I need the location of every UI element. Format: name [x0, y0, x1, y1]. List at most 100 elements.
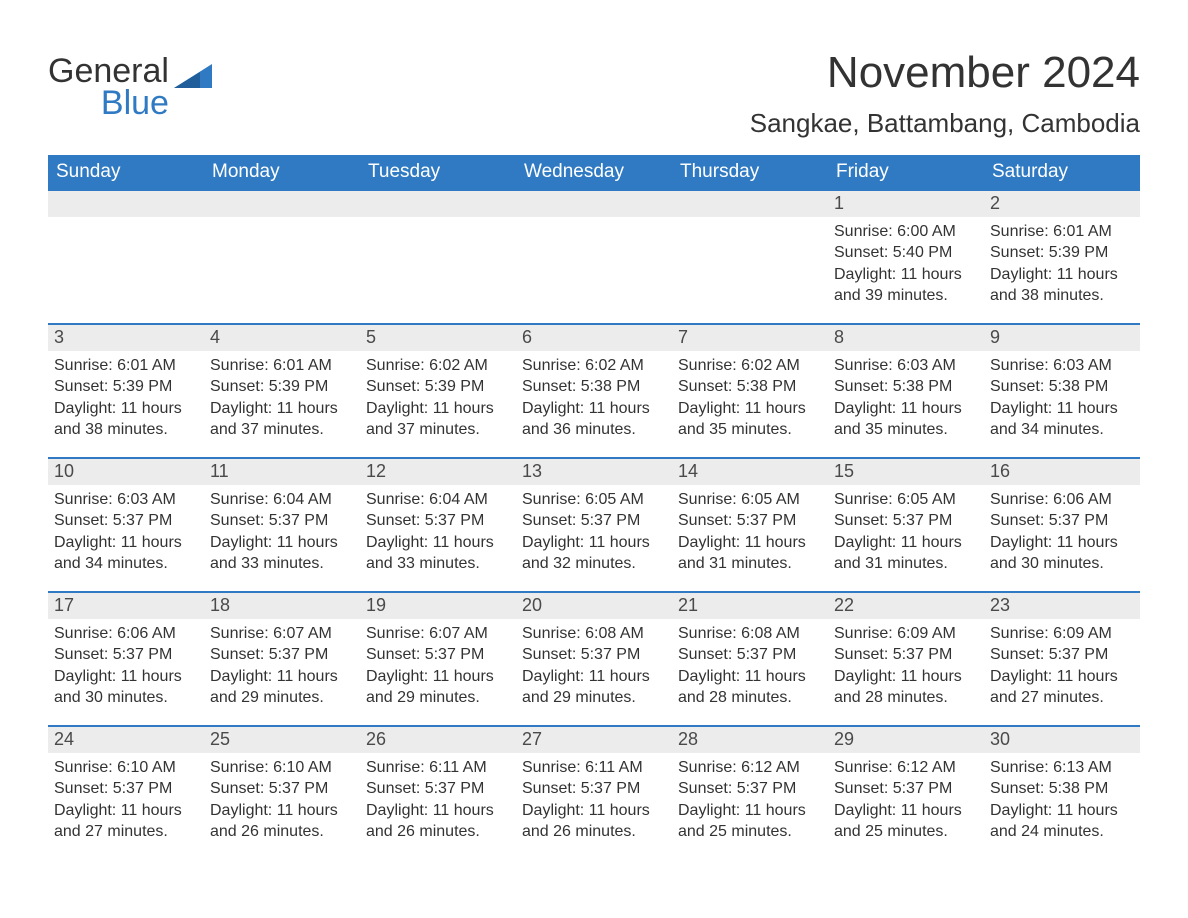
daylight-text: Daylight: 11 hours and 39 minutes.: [834, 264, 978, 307]
day-body: Sunrise: 6:08 AMSunset: 5:37 PMDaylight:…: [672, 619, 828, 715]
sunset-text: Sunset: 5:37 PM: [522, 778, 666, 800]
day-cell: 26Sunrise: 6:11 AMSunset: 5:37 PMDayligh…: [360, 726, 516, 860]
day-number: 24: [48, 727, 204, 753]
daylight-text: Daylight: 11 hours and 29 minutes.: [522, 666, 666, 709]
sunrise-text: Sunrise: 6:11 AM: [366, 757, 510, 779]
day-number-bar: [360, 191, 516, 217]
day-cell: 18Sunrise: 6:07 AMSunset: 5:37 PMDayligh…: [204, 592, 360, 726]
daylight-text: Daylight: 11 hours and 32 minutes.: [522, 532, 666, 575]
sunrise-text: Sunrise: 6:03 AM: [990, 355, 1134, 377]
logo: General Blue: [48, 48, 215, 123]
sunset-text: Sunset: 5:37 PM: [210, 510, 354, 532]
day-cell: 1Sunrise: 6:00 AMSunset: 5:40 PMDaylight…: [828, 190, 984, 324]
day-cell: 9Sunrise: 6:03 AMSunset: 5:38 PMDaylight…: [984, 324, 1140, 458]
day-number: 8: [828, 325, 984, 351]
day-body: Sunrise: 6:07 AMSunset: 5:37 PMDaylight:…: [204, 619, 360, 715]
day-cell: 3Sunrise: 6:01 AMSunset: 5:39 PMDaylight…: [48, 324, 204, 458]
sunrise-text: Sunrise: 6:05 AM: [834, 489, 978, 511]
day-number: 25: [204, 727, 360, 753]
day-number: 18: [204, 593, 360, 619]
day-number: 21: [672, 593, 828, 619]
week-row: 1Sunrise: 6:00 AMSunset: 5:40 PMDaylight…: [48, 190, 1140, 324]
day-number-bar: [516, 191, 672, 217]
daylight-text: Daylight: 11 hours and 36 minutes.: [522, 398, 666, 441]
sunrise-text: Sunrise: 6:09 AM: [990, 623, 1134, 645]
day-number: 22: [828, 593, 984, 619]
daylight-text: Daylight: 11 hours and 38 minutes.: [990, 264, 1134, 307]
day-cell: 14Sunrise: 6:05 AMSunset: 5:37 PMDayligh…: [672, 458, 828, 592]
day-cell: 13Sunrise: 6:05 AMSunset: 5:37 PMDayligh…: [516, 458, 672, 592]
sunrise-text: Sunrise: 6:09 AM: [834, 623, 978, 645]
sunset-text: Sunset: 5:37 PM: [366, 778, 510, 800]
day-body: Sunrise: 6:11 AMSunset: 5:37 PMDaylight:…: [516, 753, 672, 849]
sunrise-text: Sunrise: 6:04 AM: [210, 489, 354, 511]
day-body: Sunrise: 6:02 AMSunset: 5:38 PMDaylight:…: [516, 351, 672, 447]
day-body: Sunrise: 6:03 AMSunset: 5:38 PMDaylight:…: [984, 351, 1140, 447]
sunrise-text: Sunrise: 6:03 AM: [834, 355, 978, 377]
sunrise-text: Sunrise: 6:08 AM: [522, 623, 666, 645]
sunrise-text: Sunrise: 6:05 AM: [522, 489, 666, 511]
day-cell: 22Sunrise: 6:09 AMSunset: 5:37 PMDayligh…: [828, 592, 984, 726]
daylight-text: Daylight: 11 hours and 25 minutes.: [678, 800, 822, 843]
day-number: 17: [48, 593, 204, 619]
sunset-text: Sunset: 5:38 PM: [522, 376, 666, 398]
sunrise-text: Sunrise: 6:02 AM: [366, 355, 510, 377]
daylight-text: Daylight: 11 hours and 25 minutes.: [834, 800, 978, 843]
sunset-text: Sunset: 5:40 PM: [834, 242, 978, 264]
sunset-text: Sunset: 5:37 PM: [366, 644, 510, 666]
day-cell: 15Sunrise: 6:05 AMSunset: 5:37 PMDayligh…: [828, 458, 984, 592]
daylight-text: Daylight: 11 hours and 28 minutes.: [834, 666, 978, 709]
day-cell: 30Sunrise: 6:13 AMSunset: 5:38 PMDayligh…: [984, 726, 1140, 860]
sunrise-text: Sunrise: 6:02 AM: [678, 355, 822, 377]
day-number-bar: [204, 191, 360, 217]
day-body: Sunrise: 6:12 AMSunset: 5:37 PMDaylight:…: [828, 753, 984, 849]
sunset-text: Sunset: 5:39 PM: [54, 376, 198, 398]
sunset-text: Sunset: 5:38 PM: [990, 778, 1134, 800]
calendar-table: Sunday Monday Tuesday Wednesday Thursday…: [48, 155, 1140, 860]
sunset-text: Sunset: 5:37 PM: [990, 644, 1134, 666]
day-number: 23: [984, 593, 1140, 619]
day-number: 19: [360, 593, 516, 619]
day-number: 2: [984, 191, 1140, 217]
day-body: Sunrise: 6:13 AMSunset: 5:38 PMDaylight:…: [984, 753, 1140, 849]
day-body: Sunrise: 6:11 AMSunset: 5:37 PMDaylight:…: [360, 753, 516, 849]
daylight-text: Daylight: 11 hours and 28 minutes.: [678, 666, 822, 709]
day-cell: [516, 190, 672, 324]
daylight-text: Daylight: 11 hours and 24 minutes.: [990, 800, 1134, 843]
sunset-text: Sunset: 5:37 PM: [834, 510, 978, 532]
daylight-text: Daylight: 11 hours and 37 minutes.: [210, 398, 354, 441]
daylight-text: Daylight: 11 hours and 26 minutes.: [522, 800, 666, 843]
daylight-text: Daylight: 11 hours and 29 minutes.: [366, 666, 510, 709]
day-number-bar: [672, 191, 828, 217]
day-number: 1: [828, 191, 984, 217]
day-header: Saturday: [984, 155, 1140, 190]
week-row: 24Sunrise: 6:10 AMSunset: 5:37 PMDayligh…: [48, 726, 1140, 860]
day-header: Thursday: [672, 155, 828, 190]
day-number: 5: [360, 325, 516, 351]
sunset-text: Sunset: 5:37 PM: [522, 510, 666, 532]
day-number: 10: [48, 459, 204, 485]
daylight-text: Daylight: 11 hours and 31 minutes.: [834, 532, 978, 575]
daylight-text: Daylight: 11 hours and 29 minutes.: [210, 666, 354, 709]
day-header: Wednesday: [516, 155, 672, 190]
sunset-text: Sunset: 5:38 PM: [678, 376, 822, 398]
day-cell: [360, 190, 516, 324]
daylight-text: Daylight: 11 hours and 34 minutes.: [54, 532, 198, 575]
logo-text-block: General Blue: [48, 54, 169, 123]
page-subtitle: Sangkae, Battambang, Cambodia: [750, 108, 1140, 139]
day-cell: 7Sunrise: 6:02 AMSunset: 5:38 PMDaylight…: [672, 324, 828, 458]
day-cell: 4Sunrise: 6:01 AMSunset: 5:39 PMDaylight…: [204, 324, 360, 458]
sunset-text: Sunset: 5:37 PM: [522, 644, 666, 666]
sunset-text: Sunset: 5:37 PM: [678, 644, 822, 666]
day-cell: [48, 190, 204, 324]
sunrise-text: Sunrise: 6:04 AM: [366, 489, 510, 511]
daylight-text: Daylight: 11 hours and 33 minutes.: [210, 532, 354, 575]
sunrise-text: Sunrise: 6:08 AM: [678, 623, 822, 645]
day-number: 4: [204, 325, 360, 351]
day-number: 6: [516, 325, 672, 351]
daylight-text: Daylight: 11 hours and 33 minutes.: [366, 532, 510, 575]
day-cell: [204, 190, 360, 324]
day-body: Sunrise: 6:01 AMSunset: 5:39 PMDaylight:…: [204, 351, 360, 447]
sunset-text: Sunset: 5:37 PM: [366, 510, 510, 532]
calendar-head: Sunday Monday Tuesday Wednesday Thursday…: [48, 155, 1140, 190]
